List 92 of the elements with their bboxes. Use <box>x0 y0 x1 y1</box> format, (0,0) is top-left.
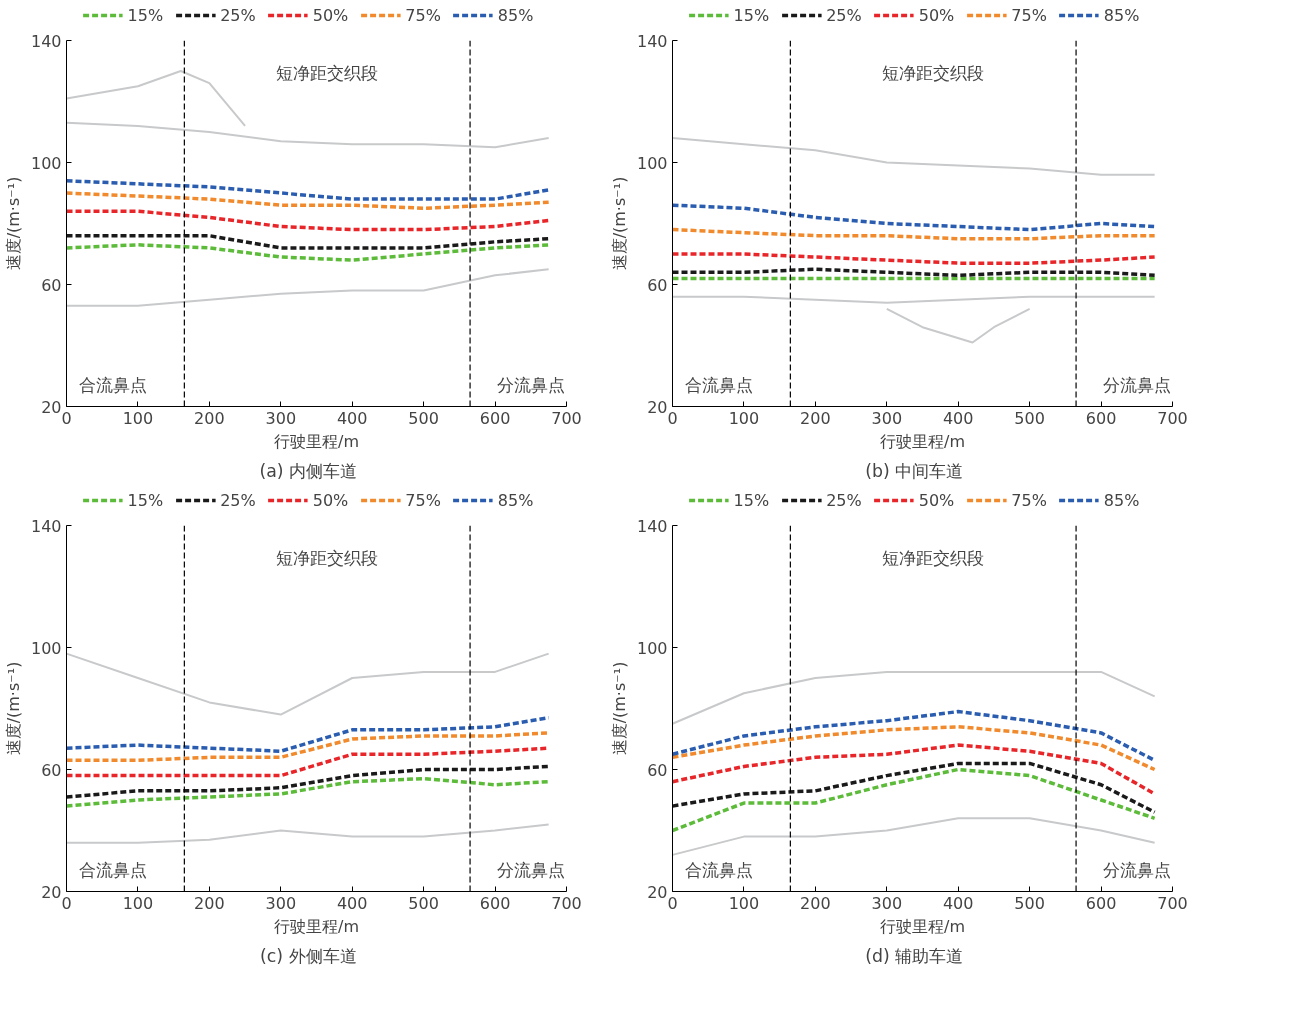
annotation: 合流鼻点 <box>684 859 753 880</box>
x-axis-title: 行驶里程/m <box>274 916 359 936</box>
x-tick-label: 300 <box>265 893 297 913</box>
y-tick-label: 60 <box>647 760 668 780</box>
legend-label: 15% <box>127 490 164 510</box>
x-tick-label: 700 <box>1157 893 1188 913</box>
x-tick-label: 600 <box>479 893 511 913</box>
y-tick-label: 60 <box>41 275 62 295</box>
x-tick-label: 400 <box>336 893 368 913</box>
x-tick-label: 500 <box>1014 408 1045 428</box>
annotation: 分流鼻点 <box>496 859 565 880</box>
x-tick-label: 700 <box>551 408 582 428</box>
x-tick-label: 700 <box>551 893 582 913</box>
x-tick-label: 500 <box>1014 893 1045 913</box>
x-tick-label: 300 <box>871 893 903 913</box>
legend-label: 15% <box>127 5 164 25</box>
annotation: 短净距交织段 <box>276 547 379 568</box>
legend-label: 75% <box>1011 490 1047 510</box>
legend-label: 15% <box>733 490 770 510</box>
x-tick-label: 100 <box>728 893 760 913</box>
x-tick-label: 600 <box>1085 893 1117 913</box>
y-tick-label: 60 <box>41 760 62 780</box>
y-tick-label: 20 <box>647 397 668 417</box>
x-tick-label: 400 <box>336 408 368 428</box>
annotation: 短净距交织段 <box>882 62 985 83</box>
annotation: 合流鼻点 <box>78 374 147 395</box>
x-tick-label: 0 <box>61 893 72 913</box>
y-tick-label: 100 <box>636 638 668 658</box>
legend-label: 75% <box>1011 5 1047 25</box>
legend-label: 50% <box>918 5 955 25</box>
legend-label: 25% <box>826 490 862 510</box>
annotation: 短净距交织段 <box>882 547 985 568</box>
y-tick-label: 100 <box>636 153 668 173</box>
y-tick-label: 140 <box>30 31 62 51</box>
y-axis-title: 速度/(m·s⁻¹) <box>609 661 629 756</box>
x-tick-label: 600 <box>479 408 511 428</box>
legend-label: 85% <box>1103 490 1140 510</box>
x-tick-label: 400 <box>942 408 974 428</box>
x-tick-label: 500 <box>408 408 439 428</box>
legend-label: 85% <box>497 490 534 510</box>
x-tick-label: 100 <box>728 408 760 428</box>
x-axis-title: 行驶里程/m <box>880 916 965 936</box>
legend-label: 85% <box>497 5 534 25</box>
x-tick-label: 100 <box>122 408 154 428</box>
y-axis-title: 速度/(m·s⁻¹) <box>609 176 629 271</box>
annotation: 分流鼻点 <box>1102 374 1171 395</box>
annotation: 合流鼻点 <box>78 859 147 880</box>
legend-label: 50% <box>312 5 349 25</box>
x-tick-label: 500 <box>408 893 439 913</box>
x-tick-label: 300 <box>265 408 297 428</box>
x-tick-label: 200 <box>800 893 831 913</box>
y-tick-label: 60 <box>647 275 668 295</box>
x-tick-label: 100 <box>122 893 154 913</box>
legend-label: 25% <box>220 5 256 25</box>
x-axis-title: 行驶里程/m <box>880 431 965 451</box>
text: (b) 中间车道 <box>865 460 964 481</box>
x-axis-title: 行驶里程/m <box>274 431 359 451</box>
legend-label: 25% <box>220 490 256 510</box>
x-tick-label: 600 <box>1085 408 1117 428</box>
y-tick-label: 140 <box>636 516 668 536</box>
x-tick-label: 0 <box>61 408 72 428</box>
y-tick-label: 20 <box>41 397 62 417</box>
legend-label: 50% <box>918 490 955 510</box>
legend-label: 15% <box>733 5 770 25</box>
y-tick-label: 100 <box>30 153 62 173</box>
y-tick-label: 20 <box>647 882 668 902</box>
legend-label: 50% <box>312 490 349 510</box>
y-axis-title: 速度/(m·s⁻¹) <box>3 661 23 756</box>
text: (d) 辅助车道 <box>865 945 964 966</box>
legend-label: 85% <box>1103 5 1140 25</box>
text: (c) 外侧车道 <box>259 945 357 966</box>
y-tick-label: 100 <box>30 638 62 658</box>
annotation: 短净距交织段 <box>276 62 379 83</box>
annotation: 合流鼻点 <box>684 374 753 395</box>
text: (a) 内侧车道 <box>259 460 358 481</box>
annotation: 分流鼻点 <box>1102 859 1171 880</box>
x-tick-label: 400 <box>942 893 974 913</box>
y-tick-label: 20 <box>41 882 62 902</box>
x-tick-label: 0 <box>667 408 678 428</box>
y-tick-label: 140 <box>30 516 62 536</box>
legend-label: 75% <box>405 490 441 510</box>
x-tick-label: 200 <box>194 408 225 428</box>
legend-label: 25% <box>826 5 862 25</box>
annotation: 分流鼻点 <box>496 374 565 395</box>
x-tick-label: 200 <box>194 893 225 913</box>
x-tick-label: 200 <box>800 408 831 428</box>
x-tick-label: 700 <box>1157 408 1188 428</box>
y-tick-label: 140 <box>636 31 668 51</box>
x-tick-label: 300 <box>871 408 903 428</box>
y-axis-title: 速度/(m·s⁻¹) <box>3 176 23 271</box>
legend-label: 75% <box>405 5 441 25</box>
x-tick-label: 0 <box>667 893 678 913</box>
